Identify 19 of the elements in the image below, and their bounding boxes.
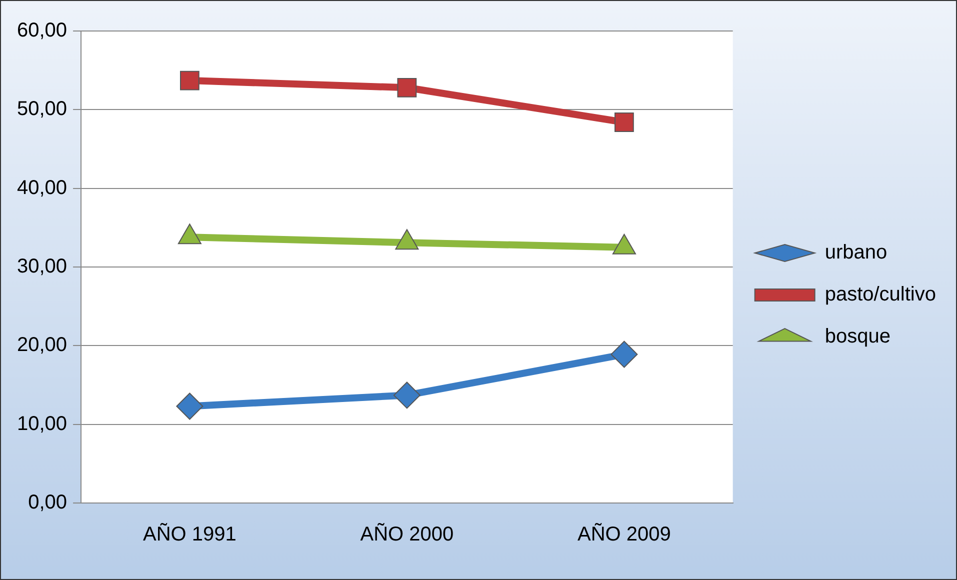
point [610,340,638,368]
legend-label: bosque [824,326,890,348]
point [176,392,204,420]
y-tick-label: 20,00 [16,334,68,356]
y-tick-label: 0,00 [28,492,68,514]
y-tick-label: 10,00 [16,412,68,435]
x-tick-label: AÑO 2000 [360,522,454,546]
y-tick-label: 60,00 [16,20,68,42]
point [397,78,417,98]
x-tick-label: AÑO 1991 [142,522,236,546]
y-tick-label: 40,00 [16,176,68,199]
y-tick-label: 50,00 [16,98,68,120]
y-tick-label: 30,00 [16,256,68,278]
point [393,382,420,409]
legend-label: pasto/cultivo [824,284,936,306]
x-tick-label: AÑO 2009 [578,522,671,546]
point [180,70,200,90]
point [614,112,634,132]
legend-label: urbano [824,242,888,264]
